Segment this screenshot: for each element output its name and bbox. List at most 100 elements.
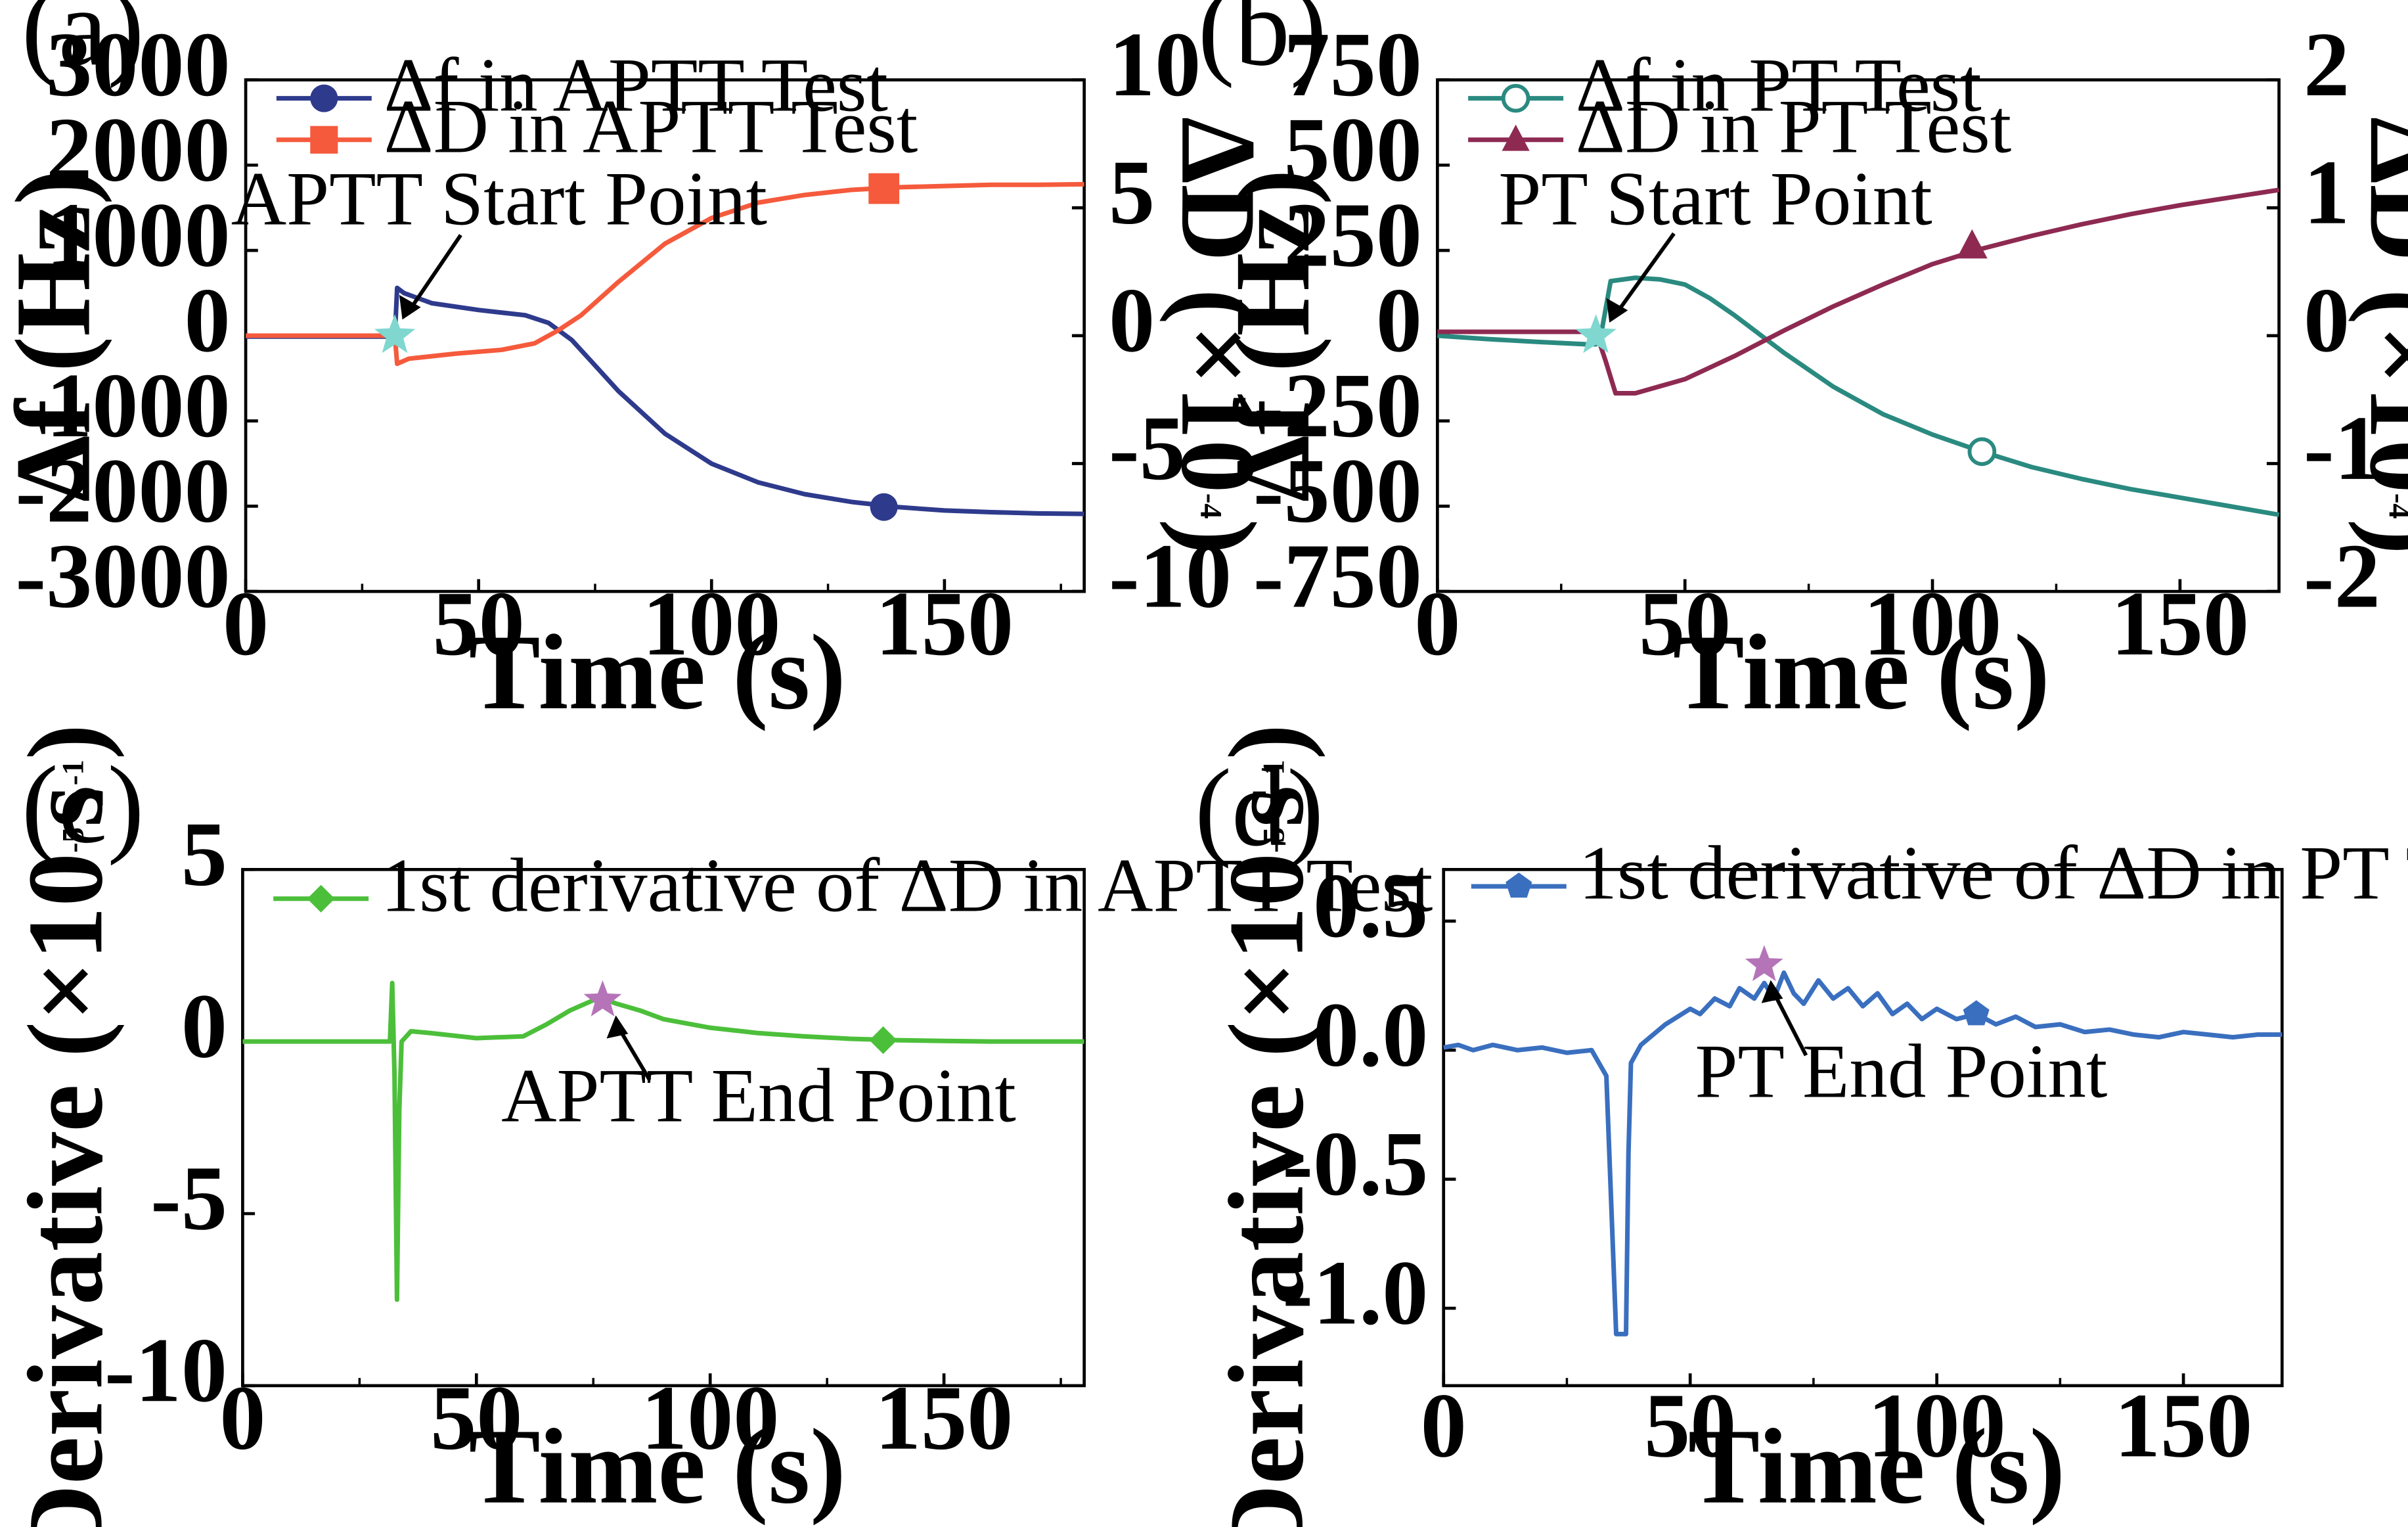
y-tick-label: -1000 <box>15 355 230 457</box>
series-line <box>1443 970 2283 1336</box>
panel-d: (d) 0 50 100 150 0.5 0.0 -0.5 -1.0 Time (s) Deriva… <box>1195 724 2408 1527</box>
data-marker <box>1963 1000 1990 1026</box>
y-tick-label: 1000 <box>46 184 231 286</box>
annotation-arrow-shaft <box>1773 994 1808 1057</box>
data-marker <box>1956 229 1988 259</box>
panel-letter: (d) <box>1195 747 1324 869</box>
start-point-star <box>1575 314 1616 353</box>
x-axis-label: Time (s) <box>1688 1407 2065 1526</box>
end-point-star <box>1745 945 1783 982</box>
y2-tick-label: -2 <box>2304 526 2380 627</box>
annotation-label: PT End Point <box>1695 1029 2108 1114</box>
legend-label: Δf in PT Test <box>1576 43 1982 127</box>
annotation-arrow-shaft <box>1616 232 1676 311</box>
panel-b: (b)0 50 100 1507505002500-250-500-750210-1-… <box>1198 0 2408 732</box>
annotation-arrow-shaft <box>410 234 462 309</box>
annotation-label: PT Start Point <box>1498 156 1932 241</box>
y-tick-label: -0.5 <box>1282 1113 1428 1215</box>
y2-axis-label: ΔD (×10-4) <box>2348 117 2408 555</box>
series-line <box>242 980 1084 1302</box>
y-axis-label: Δf (Hz) <box>1213 169 1332 502</box>
y-axis-label-close: ) <box>6 724 125 760</box>
y-tick-label: 2000 <box>46 99 231 201</box>
y-tick-label: -10 <box>104 1319 227 1421</box>
y-axis-label-exp2: -1 <box>1257 760 1291 785</box>
annotation-label: APTT Start Point <box>231 156 767 241</box>
y-tick-label: -1.0 <box>1282 1242 1428 1344</box>
legend-label: 1st derivative of ΔD in PT Test <box>1578 831 2408 916</box>
y-tick-label: -750 <box>1253 526 1422 627</box>
y-axis-label-close: ) <box>1207 724 1326 760</box>
annotation-arrow-head <box>1761 980 1783 1003</box>
plot-frame <box>1442 867 2284 1388</box>
data-marker <box>868 173 900 204</box>
x-axis-label: Time (s) <box>1673 613 2050 732</box>
x-tick-label: 0 <box>1421 1375 1467 1476</box>
y2-axis-label-exp: -4 <box>2382 493 2408 519</box>
x-tick-label: 50 <box>433 573 525 675</box>
y-tick-label: 750 <box>1284 14 1422 116</box>
legend-label: Δf in APTT Test <box>384 43 888 127</box>
panel-letter: (a) <box>22 0 145 89</box>
x-tick-label: 100 <box>1867 1375 2005 1476</box>
annotation-label: APTT End Point <box>501 1054 1016 1139</box>
y-tick-label: 3000 <box>46 14 231 116</box>
plot-frame <box>241 867 1086 1388</box>
y-tick-label: -250 <box>1253 355 1422 457</box>
series-line <box>246 285 1084 516</box>
y-tick-label: -500 <box>1253 440 1422 542</box>
data-marker <box>1967 437 1997 467</box>
y-tick-label: 0.5 <box>1313 855 1428 957</box>
y-tick-label: -2000 <box>15 440 230 542</box>
y-tick-label: 0.0 <box>1313 984 1428 1086</box>
x-tick-label: 100 <box>642 573 780 675</box>
panel-letter: (c) <box>22 744 145 866</box>
data-marker <box>870 493 898 521</box>
series-line <box>1437 275 2280 517</box>
start-point-star <box>374 314 416 353</box>
y2-axis-label-close: ) <box>2348 519 2408 555</box>
x-tick-label: 100 <box>1863 573 2001 675</box>
y2-axis-label-text: ΔD (×10 <box>1159 117 1278 493</box>
y2-axis-label: ΔD (×10-4) <box>1159 117 1278 555</box>
y-tick-label: -3000 <box>15 526 230 627</box>
x-tick-label: 50 <box>1639 573 1731 675</box>
y-tick-label: 0 <box>181 976 227 1078</box>
y-axis-label-exp2: -1 <box>56 760 90 785</box>
y-axis-label-unit: s <box>6 785 125 827</box>
y-axis-label-text: Derivative (×10 <box>1207 853 1326 1527</box>
x-tick-label: 150 <box>2114 1375 2252 1476</box>
legend-label: ΔD in APTT Test <box>384 84 918 169</box>
y2-tick-label: -1 <box>2304 398 2380 499</box>
panel-letter: (b) <box>1198 0 1327 89</box>
y2-tick-label: 1 <box>2304 142 2350 244</box>
y-tick-label: 0 <box>1376 269 1422 371</box>
x-tick-label: 100 <box>641 1367 779 1469</box>
end-point-star <box>583 980 622 1016</box>
y-tick-label: -5 <box>150 1147 227 1249</box>
y-axis-label-text: Derivative (×10 <box>6 853 125 1527</box>
y-tick-label: 0 <box>185 269 231 371</box>
y2-tick-label: 0 <box>2304 269 2350 371</box>
y2-axis-label-close: ) <box>1159 519 1278 555</box>
y-axis-label-exp: -5 <box>1257 827 1291 853</box>
legend-marker <box>307 884 335 913</box>
y2-tick-label: -10 <box>1109 526 1232 627</box>
y2-axis-label-text: ΔD (×10 <box>2348 117 2408 493</box>
x-tick-label: 150 <box>875 1367 1013 1469</box>
x-tick-label: 50 <box>430 1367 522 1469</box>
annotation-arrow-shaft <box>619 1030 652 1082</box>
x-axis-label: Time (s) <box>469 1407 846 1526</box>
y2-tick-label: 2 <box>2304 14 2350 116</box>
legend-label: ΔD in PT Test <box>1576 84 2011 169</box>
annotation-arrow-head <box>399 294 421 320</box>
y-axis-label: Δf (Hz) <box>0 169 113 502</box>
annotation-arrow-head <box>606 1015 629 1039</box>
x-axis-label: Time (s) <box>469 613 846 732</box>
y-axis-label: Derivative (×10-5s-1) <box>6 724 125 1527</box>
legend-marker <box>310 84 338 112</box>
y2-tick-label: -5 <box>1109 398 1186 499</box>
y2-axis-label-exp: -4 <box>1193 493 1228 519</box>
